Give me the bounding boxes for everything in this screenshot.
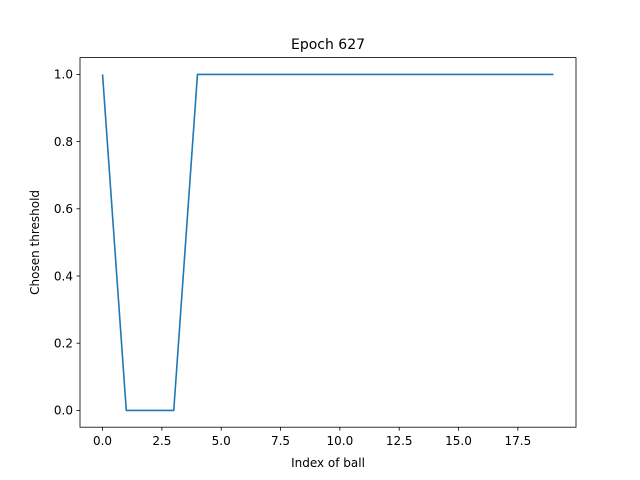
x-tick-label: 10.0 [327,434,354,448]
x-tick-label: 2.5 [152,434,171,448]
y-axis: 0.0 0.2 0.4 0.6 0.8 1.0 [54,68,80,418]
y-tick-label: 0.0 [54,404,73,418]
axes-frame [79,57,577,428]
y-tick-label: 0.6 [54,202,73,216]
y-axis-label: Chosen threshold [28,190,42,295]
x-tick-label: 5.0 [212,434,231,448]
x-axis-label: Index of ball [291,456,365,470]
y-tick-label: 0.8 [54,135,73,149]
x-tick-label: 7.5 [271,434,290,448]
series-line [101,73,554,412]
chart-title: Epoch 627 [291,37,365,53]
x-axis: 0.0 2.5 5.0 7.5 10.0 12.5 15.0 17.5 [93,427,531,448]
x-tick-label: 15.0 [445,434,472,448]
y-tick-label: 0.2 [54,337,73,351]
y-tick-label: 1.0 [54,68,73,82]
x-tick-label: 12.5 [386,434,413,448]
plot-area [101,73,554,412]
y-tick-label: 0.4 [54,269,73,283]
x-tick-label: 0.0 [93,434,112,448]
x-tick-label: 17.5 [504,434,531,448]
